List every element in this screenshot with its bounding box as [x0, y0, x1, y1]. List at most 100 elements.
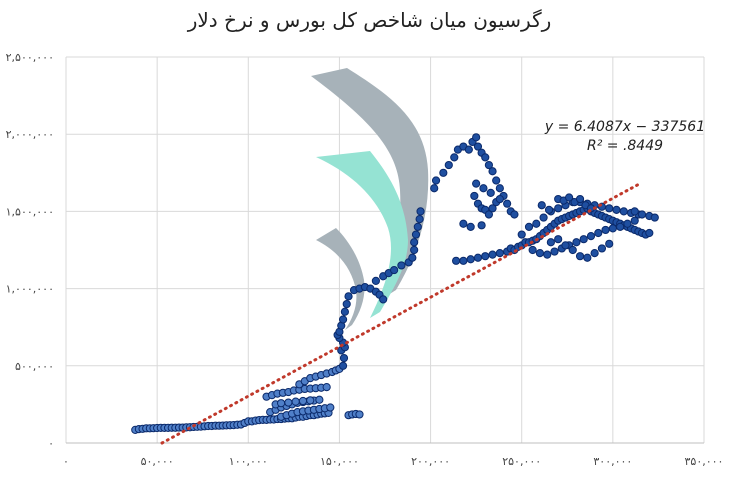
trendline	[160, 181, 642, 445]
data-point	[524, 222, 534, 231]
data-point	[410, 245, 419, 255]
data-point	[645, 228, 654, 238]
r-squared-label: R² = .8449	[587, 138, 663, 154]
data-point	[298, 396, 308, 406]
data-point	[276, 399, 286, 408]
data-point	[291, 397, 300, 406]
watermark-stripe-teal	[316, 151, 408, 318]
data-point	[466, 255, 475, 264]
x-tick-label: ۵۰,۰۰۰	[141, 455, 174, 468]
data-point	[472, 179, 481, 188]
data-point	[488, 250, 497, 259]
data-point	[411, 230, 421, 239]
data-point	[575, 194, 585, 204]
data-point	[481, 252, 490, 261]
data-point	[459, 219, 468, 228]
watermark-stripe-gray-small	[316, 228, 365, 330]
chart-title: رگرسیون میان شاخص کل بورس و نرخ دلار	[187, 8, 552, 32]
data-point	[544, 205, 554, 214]
data-point	[470, 191, 479, 201]
data-point	[554, 204, 563, 213]
data-point	[608, 224, 617, 233]
data-point	[464, 145, 473, 154]
data-point	[431, 176, 441, 185]
data-point	[415, 215, 424, 224]
data-point	[486, 188, 495, 197]
y-tick-label: ۰	[48, 437, 54, 450]
data-point	[397, 261, 406, 270]
data-point	[338, 315, 348, 324]
data-point	[554, 235, 563, 244]
data-point	[410, 238, 419, 247]
data-point	[630, 207, 639, 216]
x-tick-label: ۳۵۰,۰۰۰	[685, 455, 724, 468]
data-point	[444, 160, 453, 170]
data-point	[451, 256, 461, 265]
data-point	[342, 299, 351, 309]
data-point	[650, 213, 659, 222]
data-point	[339, 353, 349, 363]
data-point	[416, 207, 425, 216]
y-tick-label: ۵۰۰,۰۰۰	[15, 360, 54, 373]
data-point	[488, 204, 497, 213]
x-tick-label: ۱۵۰,۰۰۰	[320, 455, 359, 468]
data-point	[528, 245, 537, 255]
data-point	[450, 153, 459, 162]
data-point	[572, 238, 581, 247]
data-point	[306, 396, 315, 405]
data-point	[484, 210, 494, 219]
data-point	[355, 410, 364, 419]
data-point	[439, 168, 448, 177]
data-point	[575, 252, 585, 261]
data-point	[612, 205, 621, 214]
data-point	[413, 222, 422, 231]
data-point	[586, 232, 596, 241]
data-point	[605, 204, 614, 213]
data-point	[565, 193, 574, 202]
data-point	[340, 307, 349, 316]
data-point	[543, 250, 552, 259]
data-point	[597, 244, 607, 253]
data-point	[495, 184, 504, 193]
data-point	[535, 248, 545, 258]
data-point	[473, 253, 483, 262]
data-point	[605, 239, 614, 248]
data-point	[561, 241, 570, 250]
data-point	[492, 176, 501, 185]
x-tick-label: ۳۰۰,۰۰۰	[593, 455, 632, 468]
x-tick-label: ۲۰۰,۰۰۰	[411, 455, 450, 468]
equation-label: y = 6.4087x − 337561	[544, 119, 705, 135]
data-point	[466, 222, 475, 231]
data-point	[503, 199, 512, 208]
data-point	[338, 361, 348, 370]
data-point	[630, 216, 639, 225]
data-point	[315, 395, 324, 404]
data-point	[637, 210, 647, 219]
data-point	[479, 184, 488, 193]
y-tick-label: ۱,۰۰۰,۰۰۰	[6, 283, 54, 296]
data-point	[619, 207, 628, 216]
data-point	[344, 292, 353, 301]
data-point	[539, 213, 548, 222]
data-point	[495, 194, 504, 204]
data-point	[537, 201, 546, 210]
data-point	[601, 225, 610, 235]
data-point	[477, 221, 486, 230]
data-point	[510, 210, 519, 219]
data-point	[284, 398, 293, 407]
data-point	[371, 276, 380, 285]
data-point	[322, 383, 331, 392]
x-tick-label: ۲۵۰,۰۰۰	[502, 455, 541, 468]
y-tick-label: ۱,۵۰۰,۰۰۰	[6, 205, 54, 218]
data-point	[390, 265, 399, 275]
x-tick-label: ۰	[63, 455, 69, 468]
data-point	[550, 247, 559, 256]
data-point	[408, 253, 417, 262]
x-axis-ticks: ۰ ۵۰,۰۰۰ ۱۰۰,۰۰۰ ۱۵۰,۰۰۰ ۲۰۰,۰۰۰ ۲۵۰,۰۰۰ ۳۰۰,۰…	[63, 455, 723, 468]
data-point	[532, 219, 541, 228]
data-point	[430, 184, 439, 193]
data-point	[579, 235, 588, 244]
data-point	[484, 160, 494, 170]
